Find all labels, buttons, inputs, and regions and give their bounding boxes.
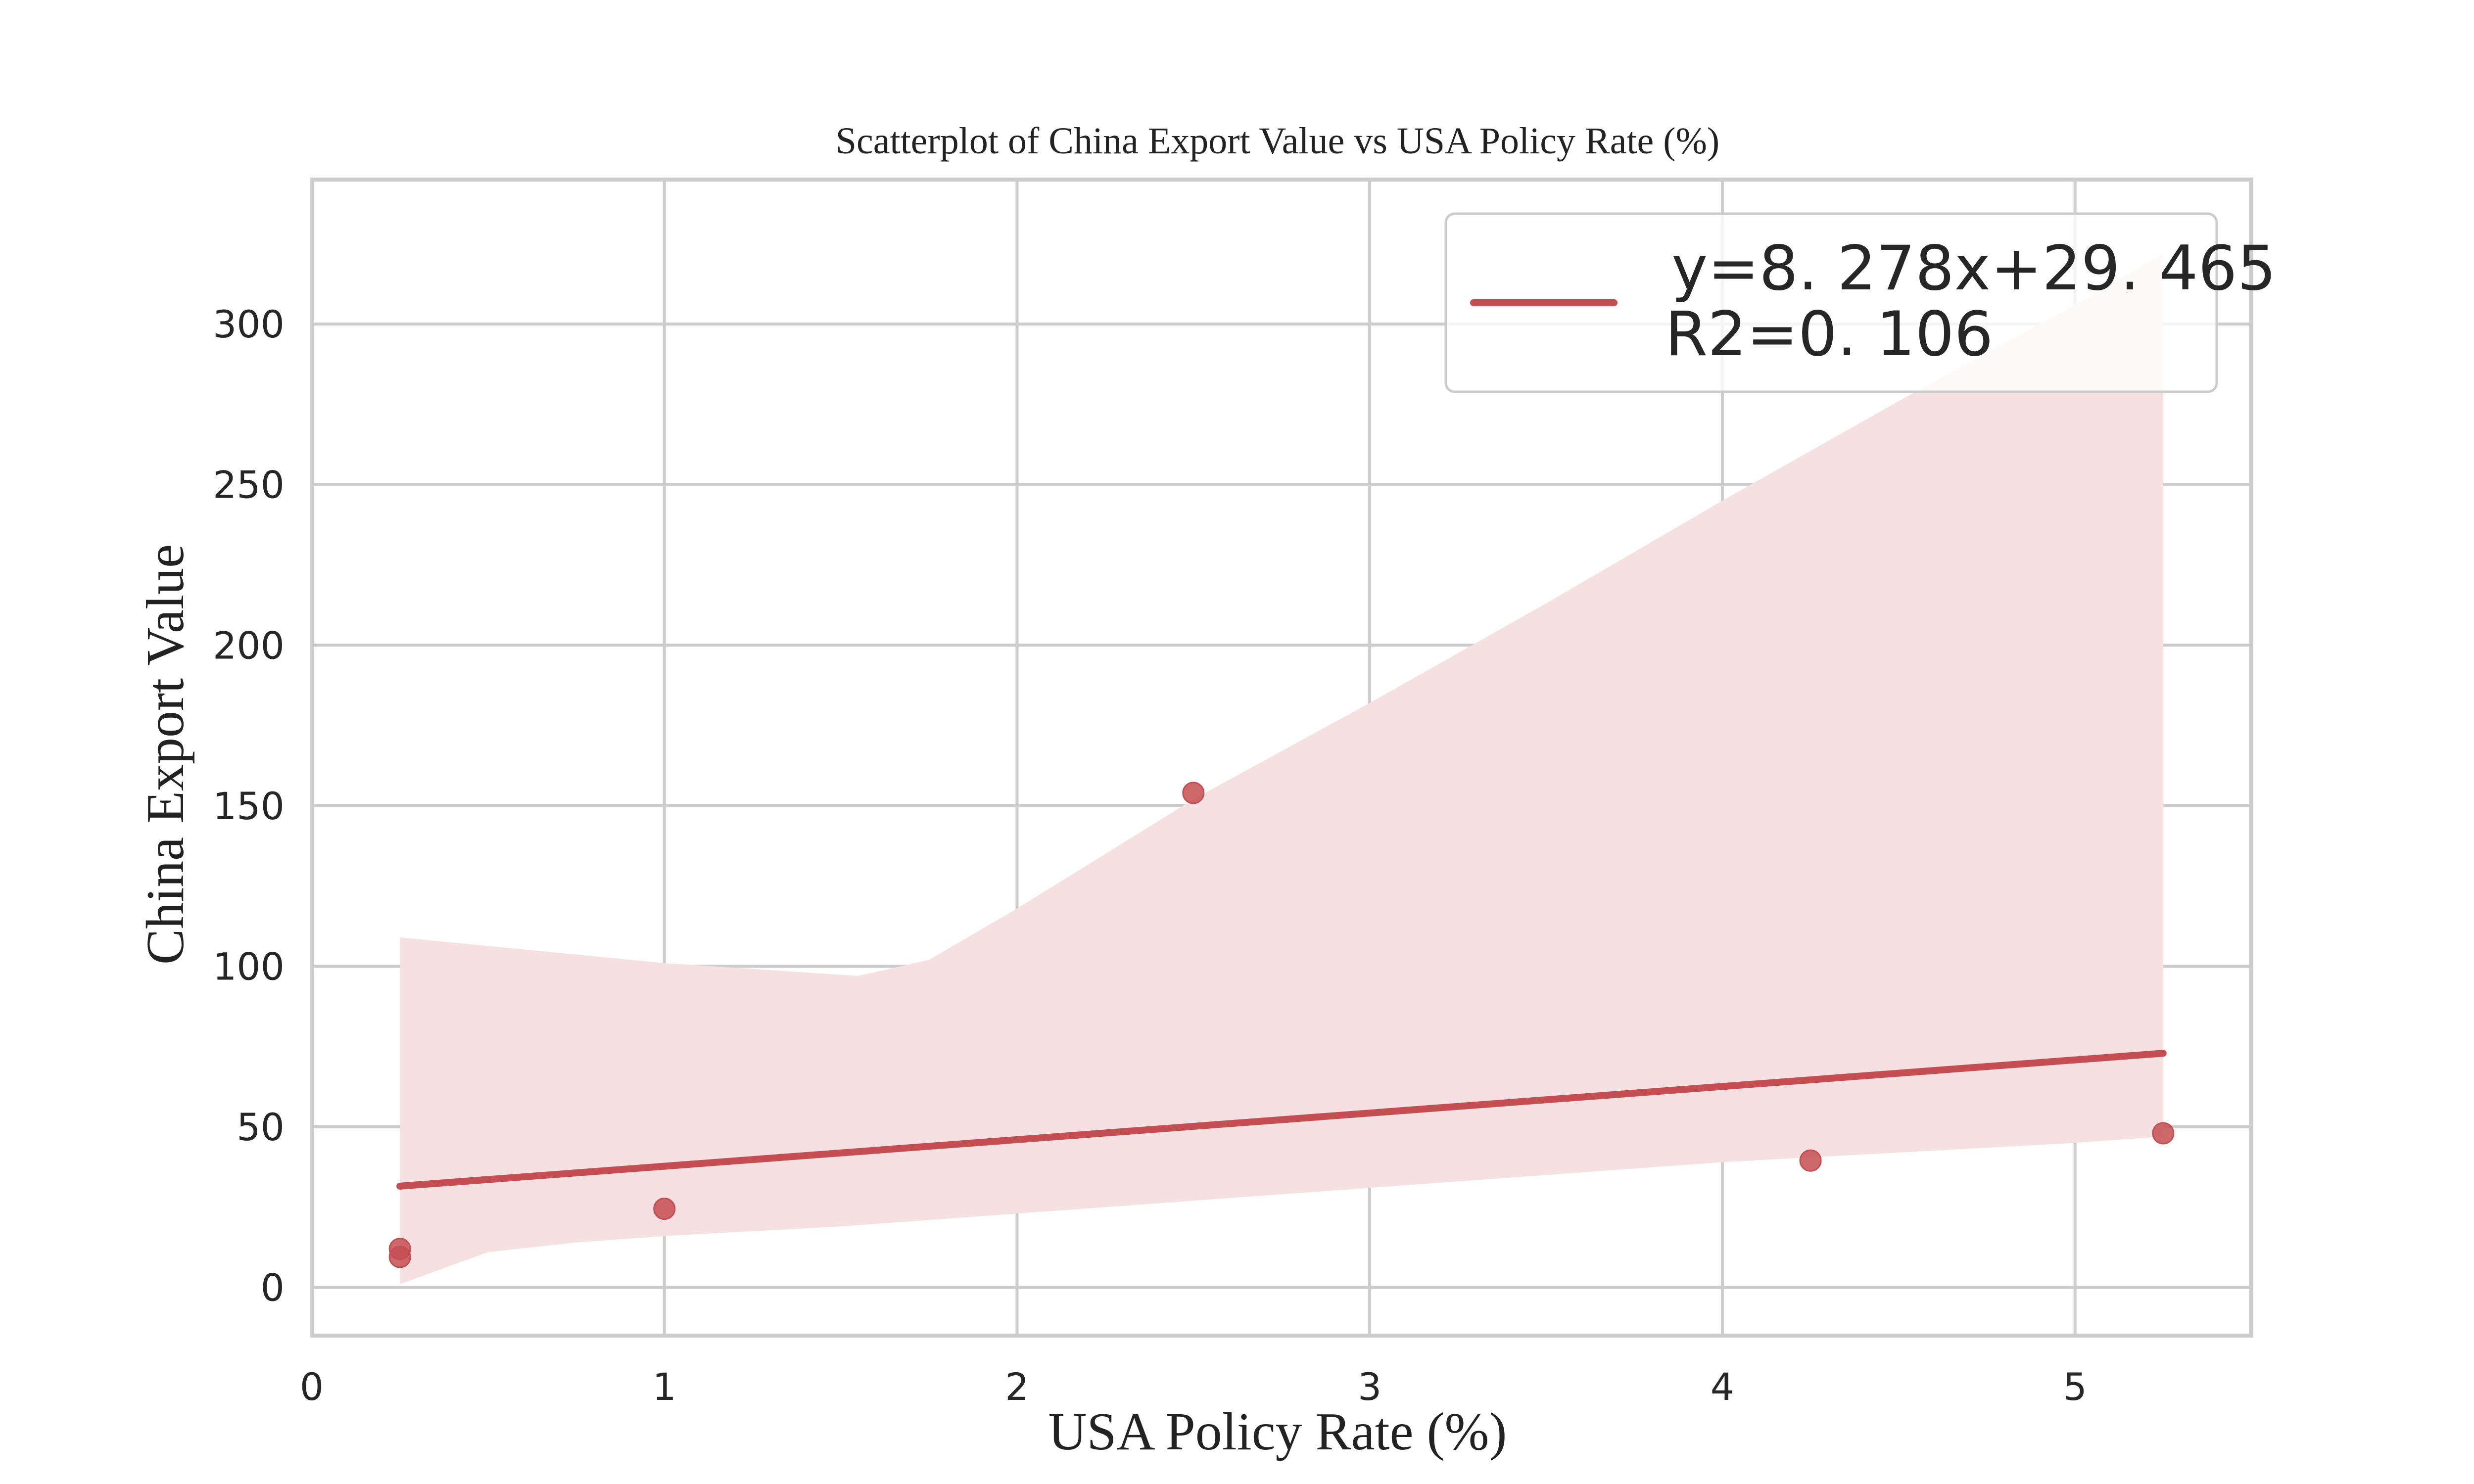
data-points-layer bbox=[388, 782, 2175, 1268]
x-tick-label: 2 bbox=[1005, 1365, 1029, 1409]
x-tick-labels: 0 1 2 3 4 5 bbox=[300, 1365, 2087, 1409]
data-point bbox=[2152, 1122, 2175, 1145]
x-tick-label: 5 bbox=[2063, 1365, 2087, 1409]
data-point bbox=[388, 1246, 411, 1268]
y-tick-label: 0 bbox=[261, 1266, 285, 1310]
confidence-band-layer bbox=[400, 253, 2163, 1285]
y-tick-labels: 0 50 100 150 200 250 300 bbox=[213, 302, 285, 1310]
legend: y=8. 278x+29. 465 R2=0. 106 bbox=[1444, 212, 2276, 393]
legend-equation: y=8. 278x+29. 465 bbox=[1671, 233, 2276, 304]
y-tick-label: 100 bbox=[213, 944, 285, 988]
legend-r-squared: R2=0. 106 bbox=[1665, 299, 1993, 370]
x-tick-label: 4 bbox=[1711, 1365, 1734, 1409]
y-tick-label: 300 bbox=[213, 302, 285, 346]
x-tick-label: 3 bbox=[1358, 1365, 1381, 1409]
legend-box bbox=[1444, 212, 2218, 393]
x-axis-label: USA Policy Rate (%) bbox=[1048, 1402, 1507, 1461]
chart-title: Scatterplot of China Export Value vs USA… bbox=[836, 120, 1719, 162]
confidence-band bbox=[400, 253, 2163, 1285]
x-tick-label: 0 bbox=[300, 1365, 324, 1409]
y-axis-label: China Export Value bbox=[136, 544, 195, 965]
x-tick-label: 1 bbox=[653, 1365, 676, 1409]
regression-line-layer bbox=[396, 1050, 2167, 1190]
y-tick-label: 200 bbox=[213, 623, 285, 667]
data-point bbox=[1182, 782, 1205, 804]
data-point bbox=[653, 1198, 676, 1220]
regression-line bbox=[396, 1050, 2167, 1190]
plot-frame bbox=[310, 178, 2253, 1338]
y-tick-label: 150 bbox=[213, 784, 285, 828]
data-point bbox=[1799, 1149, 1822, 1172]
y-tick-label: 50 bbox=[237, 1105, 285, 1149]
y-tick-label: 250 bbox=[213, 463, 285, 507]
